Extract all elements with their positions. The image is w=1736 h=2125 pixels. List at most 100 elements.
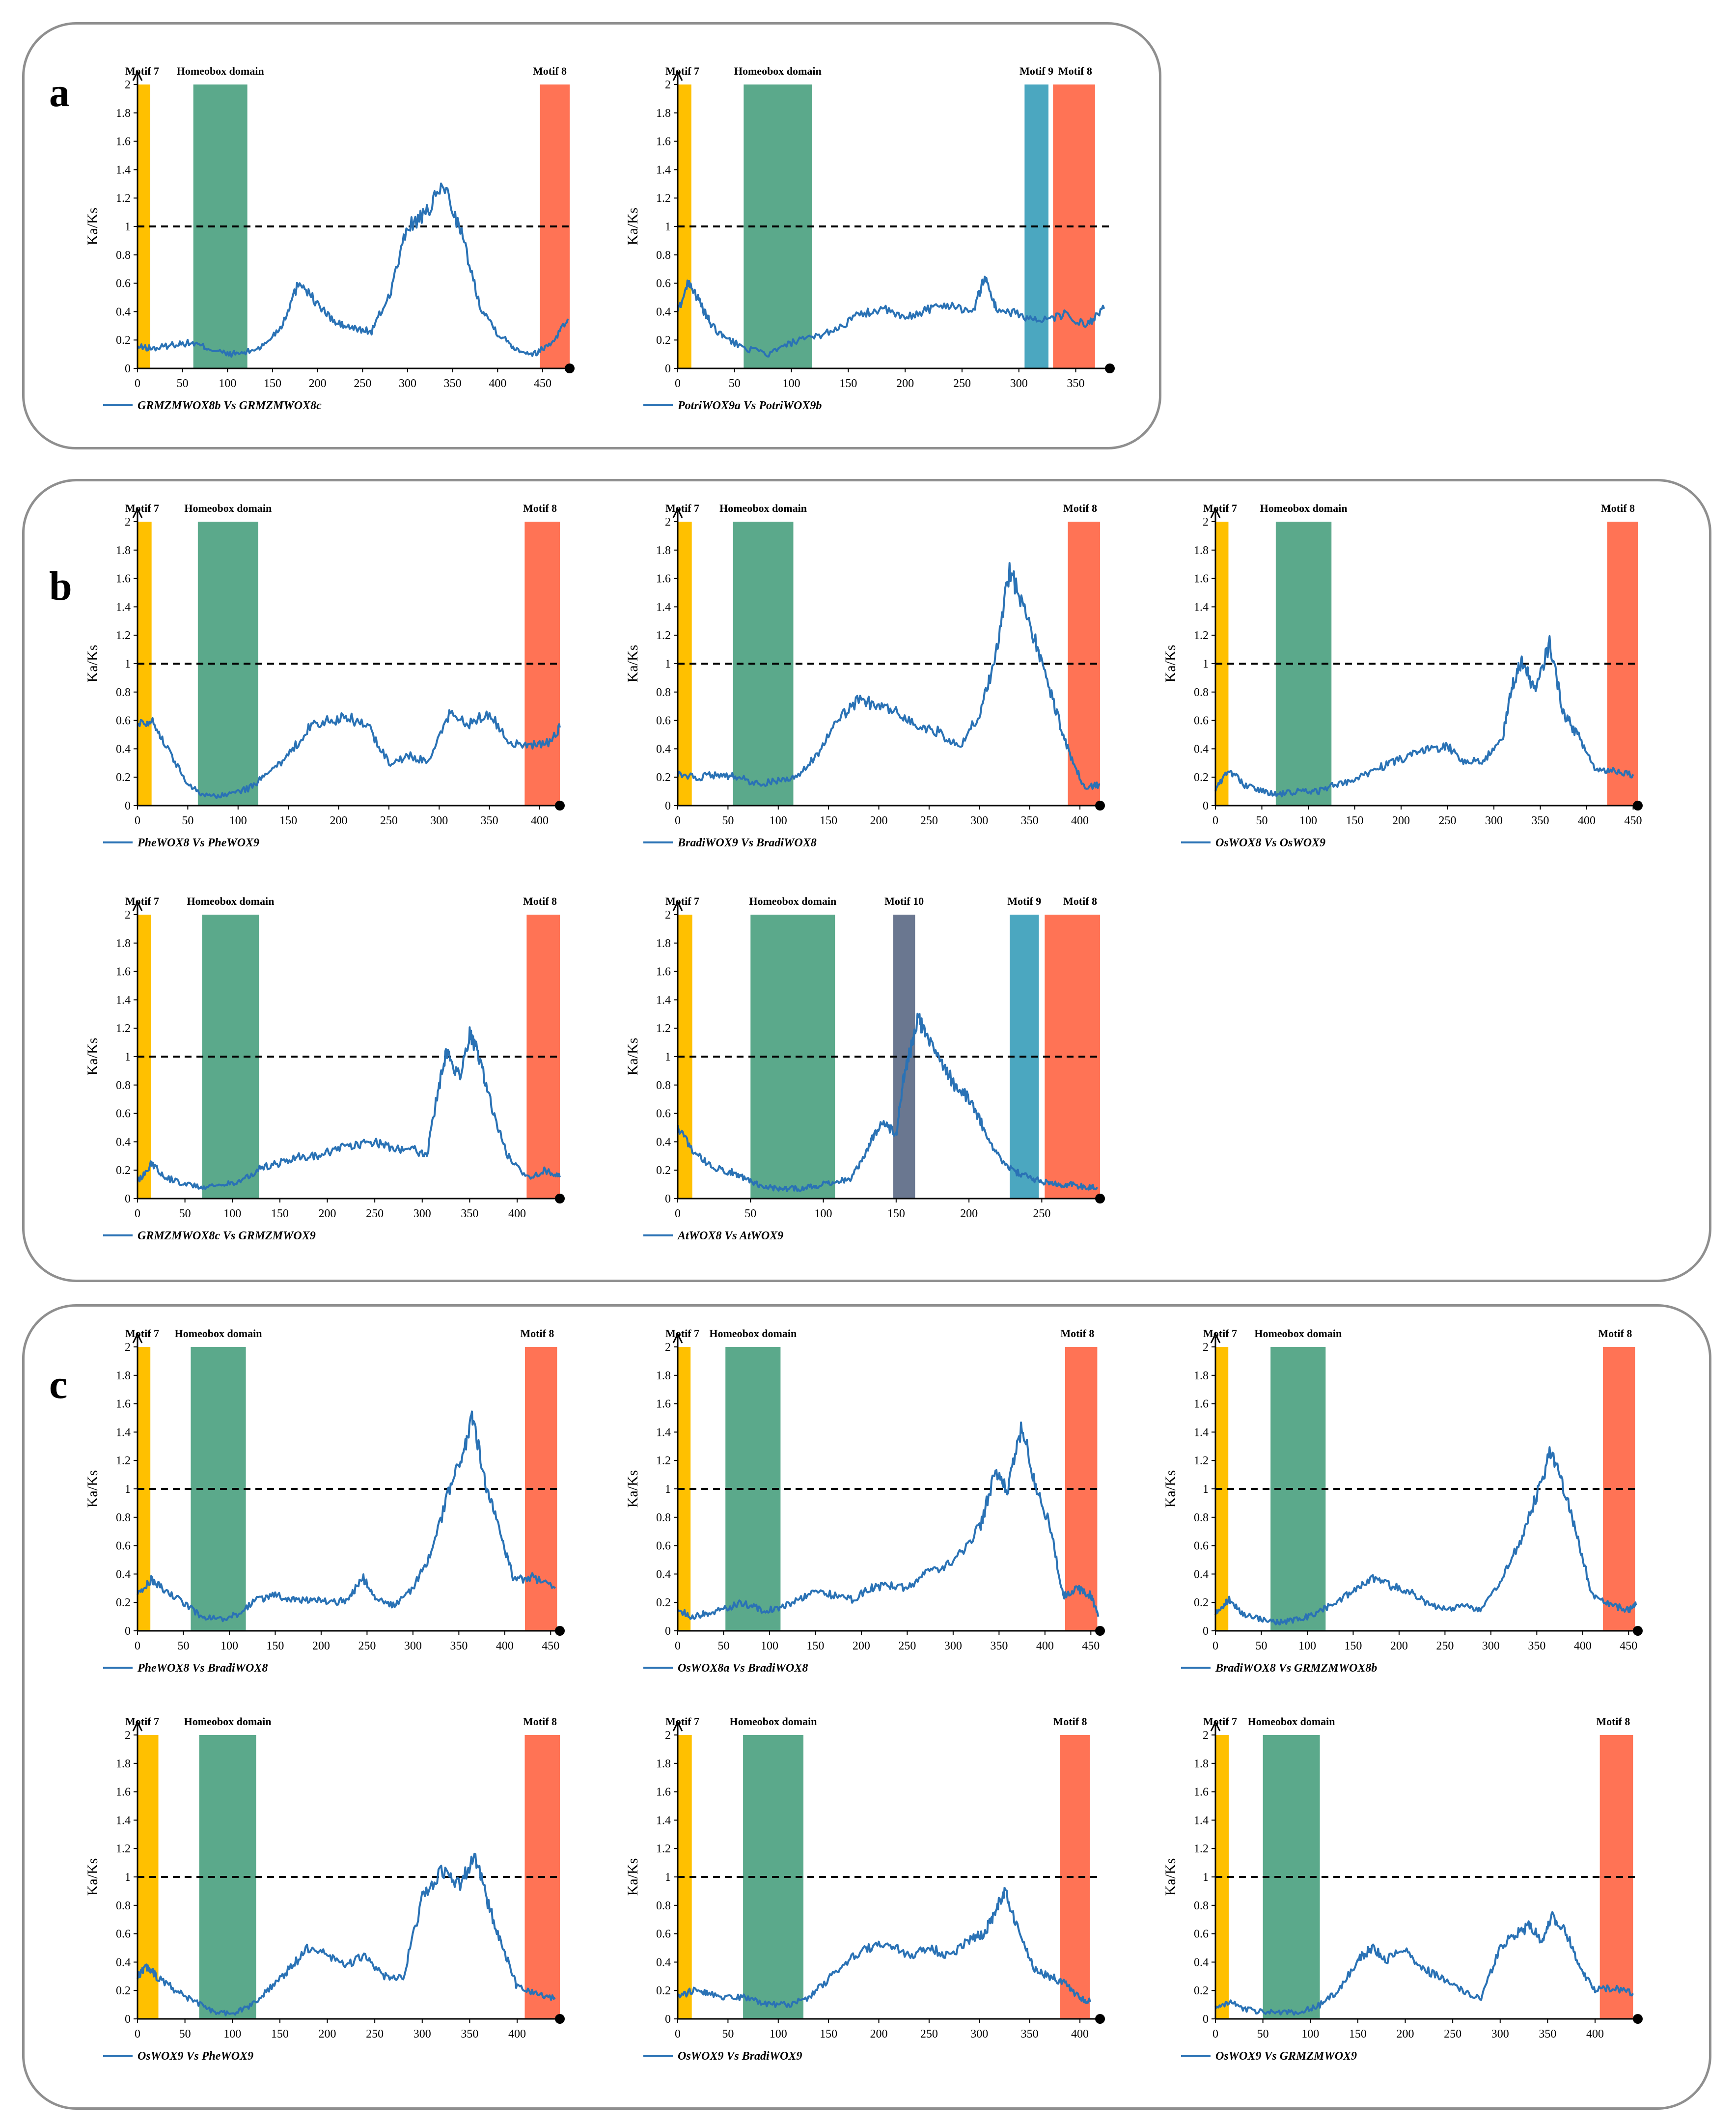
region-label-motif-8: Motif 8 bbox=[1053, 1715, 1087, 1728]
x-tick-label: 100 bbox=[229, 814, 247, 827]
x-tick-label: 250 bbox=[358, 1640, 376, 1652]
x-tick-label: 300 bbox=[404, 1640, 422, 1652]
y-tick-label: 1.8 bbox=[1194, 1370, 1209, 1382]
x-tick-label: 350 bbox=[461, 2028, 478, 2041]
y-tick-label: 0.6 bbox=[656, 278, 671, 290]
y-tick-label: 0 bbox=[1203, 2013, 1209, 2026]
x-tick-label: 450 bbox=[1620, 1640, 1637, 1652]
series-line bbox=[1214, 1446, 1637, 1626]
legend-label: OsWOX8a Vs BradiWOX8 bbox=[678, 1662, 808, 1675]
x-tick-label: 0 bbox=[1212, 1640, 1218, 1652]
x-tick-label: 250 bbox=[920, 2028, 938, 2041]
y-tick-label: 0.6 bbox=[1194, 1928, 1209, 1941]
x-tick-label: 400 bbox=[1036, 1640, 1054, 1652]
x-tick-label: 150 bbox=[271, 1207, 289, 1220]
y-tick-label: 2 bbox=[665, 1341, 671, 1354]
x-tick-label: 250 bbox=[366, 2028, 384, 2041]
y-tick-label: 1.6 bbox=[116, 966, 131, 979]
x-tick-label: 0 bbox=[675, 1207, 681, 1220]
x-tick-label: 250 bbox=[1439, 814, 1457, 827]
y-tick-label: 1.2 bbox=[656, 1454, 671, 1467]
y-tick-label: 0.4 bbox=[1194, 1956, 1209, 1969]
legend-label: PheWOX8 Vs BradiWOX8 bbox=[137, 1662, 268, 1675]
x-tick-label: 150 bbox=[887, 1207, 905, 1220]
y-tick-label: 1.4 bbox=[656, 1426, 671, 1439]
y-tick-label: 0.2 bbox=[116, 771, 131, 784]
x-tick-label: 400 bbox=[489, 377, 506, 390]
chart-a2: Motif 7 Homeobox domain Motif 9 Motif 8 0 0.2… bbox=[614, 54, 1125, 437]
x-tick-label: 450 bbox=[542, 1640, 559, 1652]
x-tick-label: 50 bbox=[1256, 814, 1268, 827]
x-tick-label: 250 bbox=[1444, 2028, 1461, 2041]
y-tick-label: 1.4 bbox=[656, 1814, 671, 1827]
y-tick-label: 2 bbox=[1203, 1341, 1209, 1354]
y-tick-label: 0.2 bbox=[656, 1164, 671, 1177]
y-tick-label: 0.4 bbox=[656, 306, 671, 318]
x-tick-label: 350 bbox=[461, 1207, 478, 1220]
chart-svg: Motif 7 Homeobox domain Motif 8 0 0.2 0.4 0.6 0… bbox=[1162, 1715, 1643, 2063]
y-tick-label: 2 bbox=[665, 909, 671, 922]
y-tick-label: 1 bbox=[125, 1483, 131, 1496]
y-tick-label: 2 bbox=[665, 1729, 671, 1742]
x-tick-label: 200 bbox=[1390, 1640, 1408, 1652]
x-tick-label: 0 bbox=[135, 1207, 140, 1220]
y-axis-arrow bbox=[132, 1720, 143, 1732]
y-tick-label: 1.2 bbox=[1194, 1843, 1209, 1855]
x-tick-label: 250 bbox=[366, 1207, 384, 1220]
y-tick-label: 0.4 bbox=[656, 1136, 671, 1148]
x-tick-label: 300 bbox=[399, 377, 416, 390]
region-label-motif-9: Motif 9 bbox=[1020, 65, 1053, 77]
region-label-homeobox-domain: Homeobox domain bbox=[177, 65, 264, 77]
x-tick-label: 200 bbox=[1397, 2028, 1414, 2041]
legend-label: PotriWOX9a Vs PotriWOX9b bbox=[677, 399, 822, 412]
region-motif-8 bbox=[1060, 1735, 1090, 2019]
y-axis-arrow bbox=[672, 1720, 683, 1732]
y-axis-arrow bbox=[132, 70, 143, 81]
legend-label: GRMZMWOX8c Vs GRMZMWOX9 bbox=[138, 1230, 316, 1242]
x-tick-label: 400 bbox=[1574, 1640, 1592, 1652]
region-label-motif-8: Motif 8 bbox=[1598, 1327, 1632, 1340]
y-tick-label: 1 bbox=[665, 658, 671, 671]
x-axis-end-dot bbox=[1095, 2014, 1105, 2024]
x-tick-label: 250 bbox=[380, 814, 398, 827]
y-tick-label: 2 bbox=[1203, 1729, 1209, 1742]
region-label-motif-8: Motif 8 bbox=[523, 895, 557, 907]
chart-svg: Motif 7 Homeobox domain Motif 8 0 0.2 0.4 0.6 0… bbox=[84, 65, 575, 412]
region-label-motif-8: Motif 8 bbox=[1060, 1327, 1094, 1340]
x-axis-end-dot bbox=[1095, 801, 1105, 811]
x-tick-label: 0 bbox=[135, 814, 140, 827]
region-label-homeobox-domain: Homeobox domain bbox=[184, 502, 272, 514]
y-tick-label: 1 bbox=[665, 1051, 671, 1063]
chart-c2: Motif 7 Homeobox domain Motif 8 0 0.2 0.4 0.6 0… bbox=[614, 1316, 1115, 1700]
y-tick-label: 0.6 bbox=[656, 715, 671, 727]
x-tick-label: 300 bbox=[413, 2028, 431, 2041]
x-tick-label: 200 bbox=[330, 814, 348, 827]
y-tick-label: 0.6 bbox=[656, 1108, 671, 1120]
x-tick-label: 450 bbox=[1625, 814, 1642, 827]
x-tick-label: 100 bbox=[1301, 2028, 1319, 2041]
x-tick-label: 100 bbox=[223, 2028, 241, 2041]
x-tick-label: 50 bbox=[177, 377, 189, 390]
x-tick-label: 200 bbox=[312, 1640, 330, 1652]
y-tick-label: 1.8 bbox=[656, 937, 671, 950]
y-tick-label: 1.4 bbox=[116, 1814, 131, 1827]
x-tick-label: 200 bbox=[319, 1207, 336, 1220]
y-tick-label: 1.2 bbox=[116, 192, 131, 205]
series-line bbox=[1214, 635, 1634, 798]
legend-label: OsWOX9 Vs BradiWOX9 bbox=[678, 2050, 802, 2063]
y-tick-label: 0.6 bbox=[1194, 715, 1209, 727]
x-tick-label: 300 bbox=[970, 2028, 988, 2041]
x-tick-label: 150 bbox=[1344, 1640, 1362, 1652]
series-line bbox=[677, 1887, 1091, 2008]
y-tick-label: 1.4 bbox=[116, 1426, 131, 1439]
y-tick-label: 1 bbox=[125, 221, 131, 233]
x-tick-label: 250 bbox=[1033, 1207, 1050, 1220]
y-tick-label: 0.8 bbox=[656, 1900, 671, 1912]
y-tick-label: 1.2 bbox=[656, 1843, 671, 1855]
chart-svg: Motif 7 Homeobox domain Motif 8 0 0.2 0.4 0.6 0… bbox=[625, 1327, 1105, 1675]
x-axis-end-dot bbox=[1095, 1194, 1105, 1203]
x-tick-label: 200 bbox=[853, 1640, 870, 1652]
x-tick-label: 50 bbox=[177, 1640, 189, 1652]
x-tick-label: 350 bbox=[990, 1640, 1008, 1652]
y-tick-label: 0.8 bbox=[116, 686, 131, 699]
